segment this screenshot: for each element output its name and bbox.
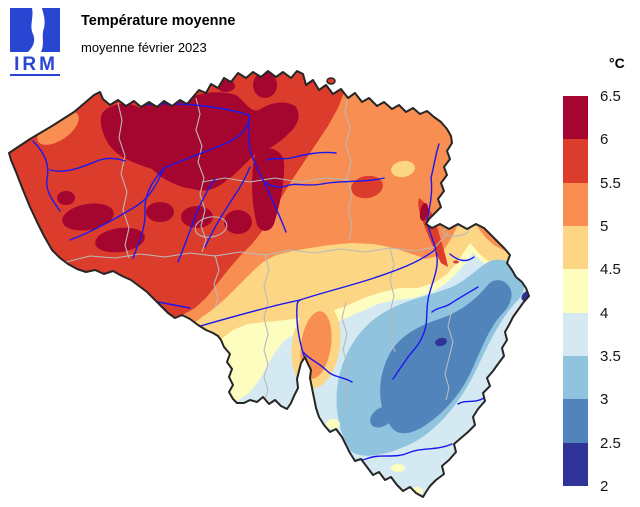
limburg-sand-spot	[391, 160, 415, 178]
legend-tick-label: 5	[600, 217, 609, 235]
map-title: Température moyenne	[81, 13, 236, 29]
legend-color-block	[563, 312, 588, 357]
liege-valley-warm-strip	[418, 198, 459, 267]
legend-color-block	[563, 139, 588, 184]
legend-color-block	[563, 225, 588, 270]
river-demer	[263, 177, 385, 188]
river-sure	[457, 397, 485, 405]
temperature-fill-layers	[9, 71, 529, 497]
legend-tick-label: 3.5	[600, 347, 621, 365]
province-borders	[65, 95, 470, 411]
country-border	[8, 70, 530, 498]
legend-tick-label: 2	[600, 477, 609, 495]
river-coastal-canal	[49, 157, 126, 172]
legend-ticks: 6.5 6 5.5 5 4.5 4 3.5 3 2.5 2	[600, 88, 640, 495]
legend-tick-label: 3	[600, 391, 609, 409]
irm-logo-underline	[10, 74, 60, 76]
irm-logo: IRM	[10, 8, 60, 76]
legend-color-block	[563, 442, 588, 487]
baarle-hertog-enclave	[326, 77, 336, 85]
irm-logo-emblem	[10, 8, 60, 52]
river-leie	[69, 167, 165, 241]
map-subtitle: moyenne février 2023	[81, 40, 207, 55]
river-dijle	[248, 115, 287, 233]
river-sambre	[196, 299, 301, 328]
steel-blue-core	[370, 280, 512, 434]
legend-tick-label: 6	[600, 131, 609, 149]
legend-tick-label: 4	[600, 304, 609, 322]
river-ourthe	[392, 251, 438, 380]
river-lesse	[302, 351, 353, 383]
rivers	[32, 103, 485, 462]
legend-color-block	[563, 96, 588, 140]
river-scheldt-lower	[163, 114, 250, 169]
irm-logo-text: IRM	[14, 54, 58, 75]
river-yser	[32, 140, 61, 212]
legend-color-block	[563, 355, 588, 400]
river-dender	[177, 178, 216, 263]
river-nete	[266, 151, 337, 161]
legend-color-block	[563, 182, 588, 227]
legend-color-block	[563, 399, 588, 444]
legend-color-block	[563, 269, 588, 314]
coastal-orange-spot	[37, 111, 79, 145]
river-vesdre	[449, 253, 475, 262]
legend-tick-label: 2.5	[600, 434, 621, 452]
river-ambleve	[431, 286, 479, 313]
river-scheldt-upper	[132, 167, 165, 259]
legend-tick-label: 5.5	[600, 174, 621, 192]
legend-scale	[563, 96, 588, 487]
river-senne	[204, 166, 251, 248]
river-meuse-north	[299, 143, 440, 301]
legend-tick-label: 6.5	[600, 88, 621, 105]
legend-tick-label: 4.5	[600, 261, 621, 279]
river-meuse-south	[296, 299, 305, 357]
meuse-valley-warm-strip	[291, 301, 341, 389]
legend-unit-label: °C	[609, 55, 625, 71]
header: IRM Température moyenne moyenne février …	[0, 0, 640, 80]
